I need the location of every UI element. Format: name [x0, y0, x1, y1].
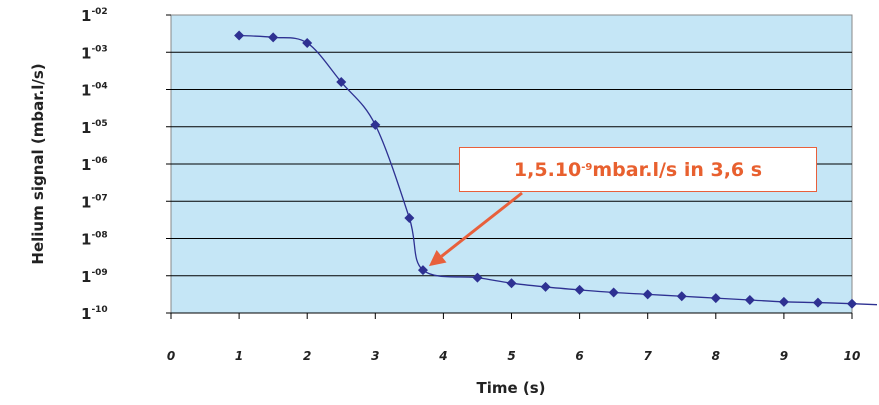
y-tick-exponent: -07 — [91, 193, 107, 203]
y-tick-exponent: -06 — [91, 156, 107, 166]
y-tick-label: 1-07 — [81, 193, 108, 211]
annotation-text-prefix: 1,5.10 — [513, 158, 582, 181]
data-point — [370, 119, 381, 130]
y-axis-ticks: 1-021-031-041-051-061-071-081-091-10 — [81, 7, 171, 323]
y-tick-base: 1 — [81, 82, 91, 100]
y-tick-label: 1-04 — [81, 82, 108, 100]
y-tick-base: 1 — [81, 231, 91, 249]
data-point — [540, 281, 551, 292]
y-tick-base: 1 — [81, 305, 91, 323]
annotation-text-suffix: mbar.l/s in 3,6 s — [592, 158, 763, 181]
data-point — [744, 294, 755, 305]
y-tick-exponent: -08 — [91, 231, 107, 241]
data-point — [642, 289, 653, 300]
y-tick-exponent: -05 — [91, 119, 107, 129]
data-point — [676, 291, 687, 302]
y-tick-exponent: -04 — [91, 82, 107, 92]
x-axis-ticks: 0 1 2 3 4 5 6 7 8 9 10 — [167, 313, 861, 363]
y-tick-base: 1 — [81, 193, 91, 211]
annotation-text-exponent: -9 — [581, 162, 593, 173]
data-point — [506, 278, 517, 289]
data-point — [417, 265, 428, 276]
data-point — [778, 296, 789, 307]
y-tick-label: 1-05 — [81, 119, 108, 137]
y-tick-label: 1-09 — [81, 268, 108, 286]
data-point — [234, 30, 245, 41]
data-point — [847, 298, 857, 309]
annotation-arrow — [440, 191, 523, 258]
y-tick-label: 1-02 — [81, 7, 108, 25]
x-tick-label: 2 — [303, 349, 311, 363]
series-markers — [234, 30, 857, 309]
y-tick-exponent: -09 — [91, 268, 107, 278]
y-tick-exponent: -10 — [91, 305, 107, 315]
y-tick-exponent: -02 — [91, 7, 107, 17]
data-point — [608, 287, 619, 298]
x-tick-label: 7 — [644, 349, 653, 363]
x-axis-title: Time (s) — [476, 379, 545, 397]
x-tick-label: 5 — [507, 349, 515, 363]
y-tick-exponent: -03 — [91, 44, 107, 54]
data-point — [336, 77, 347, 88]
x-tick-label: 3 — [371, 349, 379, 363]
x-tick-label: 10 — [844, 349, 861, 363]
y-tick-base: 1 — [81, 268, 91, 286]
x-tick-label: 9 — [780, 349, 788, 363]
y-tick-base: 1 — [81, 119, 91, 137]
y-tick-base: 1 — [81, 7, 91, 25]
annotation-arrow-head — [428, 249, 447, 267]
data-point — [268, 32, 279, 43]
y-tick-label: 1-03 — [81, 44, 108, 62]
y-tick-base: 1 — [81, 156, 91, 174]
annotation-callout: 1,5.10 -9 mbar.l/s in 3,6 s — [459, 147, 817, 192]
x-tick-label: 1 — [235, 349, 243, 363]
y-tick-base: 1 — [81, 44, 91, 62]
x-tick-label: 0 — [167, 349, 175, 363]
x-tick-label: 4 — [438, 349, 447, 363]
y-tick-label: 1-10 — [81, 305, 108, 323]
x-tick-label: 8 — [712, 349, 720, 363]
data-point — [812, 297, 823, 308]
data-point — [404, 213, 415, 224]
y-tick-label: 1-08 — [81, 231, 108, 249]
y-tick-label: 1-06 — [81, 156, 108, 174]
x-tick-label: 6 — [575, 349, 583, 363]
data-point — [574, 284, 585, 295]
data-point — [472, 272, 483, 283]
data-point — [710, 293, 721, 304]
data-point — [302, 37, 313, 48]
y-axis-title: Helium signal (mbar.l/s) — [29, 63, 47, 264]
